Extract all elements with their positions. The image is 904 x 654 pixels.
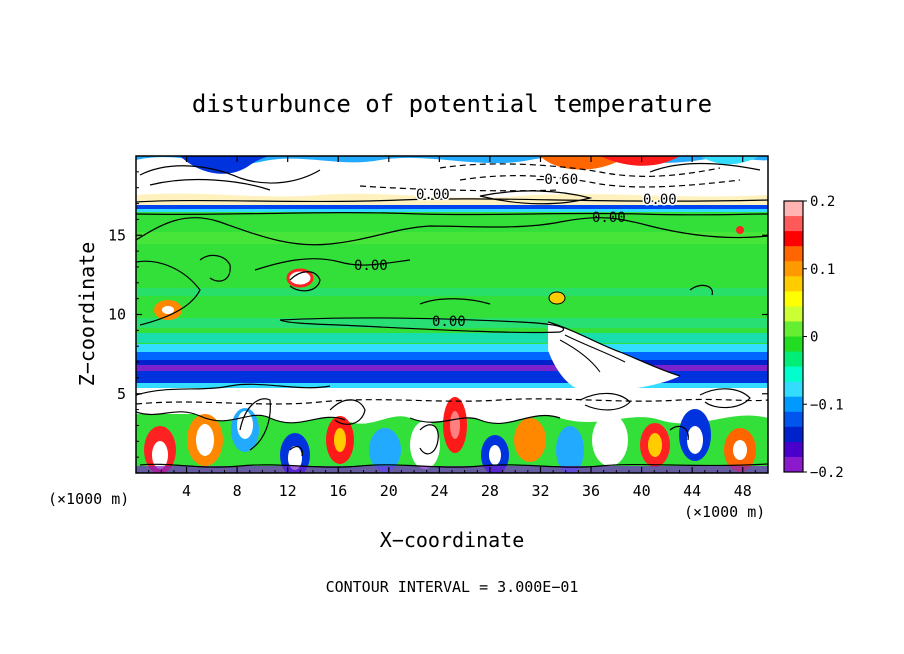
contour-labels: −0.60 0.00 0.00 0.00 0.00 0.00 <box>354 171 678 331</box>
contour-label: 0.00 <box>354 258 388 274</box>
x-tick-label: 4 <box>182 482 191 500</box>
colorbar: 0.2 0.1 0 −0.1 −0.2 <box>783 194 844 481</box>
heatmap-field <box>136 156 768 473</box>
contour-label: 0.00 <box>643 192 677 208</box>
colorbar-swatch <box>784 246 803 262</box>
y-axis-label: Z−coordinate <box>75 242 99 387</box>
x-tick-label: 20 <box>380 482 398 500</box>
colorbar-swatch <box>784 366 803 383</box>
colorbar-label: 0 <box>810 330 818 346</box>
x-tick-label: 16 <box>329 482 347 500</box>
colorbar-swatch <box>784 396 803 413</box>
colorbar-swatch <box>784 411 803 428</box>
colorbar-swatch <box>784 261 803 277</box>
x-tick-label: 8 <box>233 482 242 500</box>
colorbar-swatch <box>784 441 803 458</box>
y-tick-label: 5 <box>117 385 126 403</box>
x-unit-right: (×1000 m) <box>684 503 765 521</box>
x-tick-label: 32 <box>531 482 549 500</box>
x-tick-label: 44 <box>683 482 701 500</box>
contour-label: −0.60 <box>536 172 578 188</box>
colorbar-swatch <box>784 291 803 307</box>
colorbar-swatch <box>784 321 803 337</box>
chart-title: disturbunce of potential temperature <box>192 90 712 118</box>
x-axis: 4 8 12 16 20 24 28 32 36 40 44 48 <box>148 156 756 500</box>
x-axis-label: X−coordinate <box>380 528 525 552</box>
colorbar-swatch <box>784 276 803 292</box>
x-tick-label: 48 <box>734 482 752 500</box>
contour-interval: CONTOUR INTERVAL = 3.000E−01 <box>326 578 579 596</box>
x-unit-left: (×1000 m) <box>48 490 129 508</box>
x-tick-label: 28 <box>481 482 499 500</box>
colorbar-label: 0.1 <box>810 262 835 278</box>
turbulent-cells <box>136 397 768 473</box>
colorbar-swatch <box>784 306 803 322</box>
y-tick-label: 10 <box>108 306 126 324</box>
x-tick-label: 12 <box>279 482 297 500</box>
y-tick-label: 15 <box>108 226 126 244</box>
colorbar-swatch <box>784 201 803 217</box>
y-axis: 5 10 15 <box>108 171 768 458</box>
contour-label: 0.00 <box>432 314 466 330</box>
colorbar-label: 0.2 <box>810 194 835 210</box>
contour-label: 0.00 <box>416 187 450 203</box>
colorbar-swatch <box>784 381 803 398</box>
colorbar-label: −0.2 <box>810 465 844 481</box>
x-tick-label: 36 <box>582 482 600 500</box>
colorbar-swatch <box>784 351 803 368</box>
x-tick-label: 24 <box>430 482 448 500</box>
colorbar-swatch <box>784 336 803 353</box>
colorbar-swatch <box>784 216 803 232</box>
colorbar-swatch <box>784 456 803 473</box>
colorbar-swatch <box>784 426 803 443</box>
contour-label: 0.00 <box>592 210 626 226</box>
colorbar-label: −0.1 <box>810 397 844 413</box>
contours <box>136 162 768 468</box>
colorbar-swatch <box>784 231 803 247</box>
local-anomalies <box>154 226 744 392</box>
x-tick-label: 40 <box>633 482 651 500</box>
